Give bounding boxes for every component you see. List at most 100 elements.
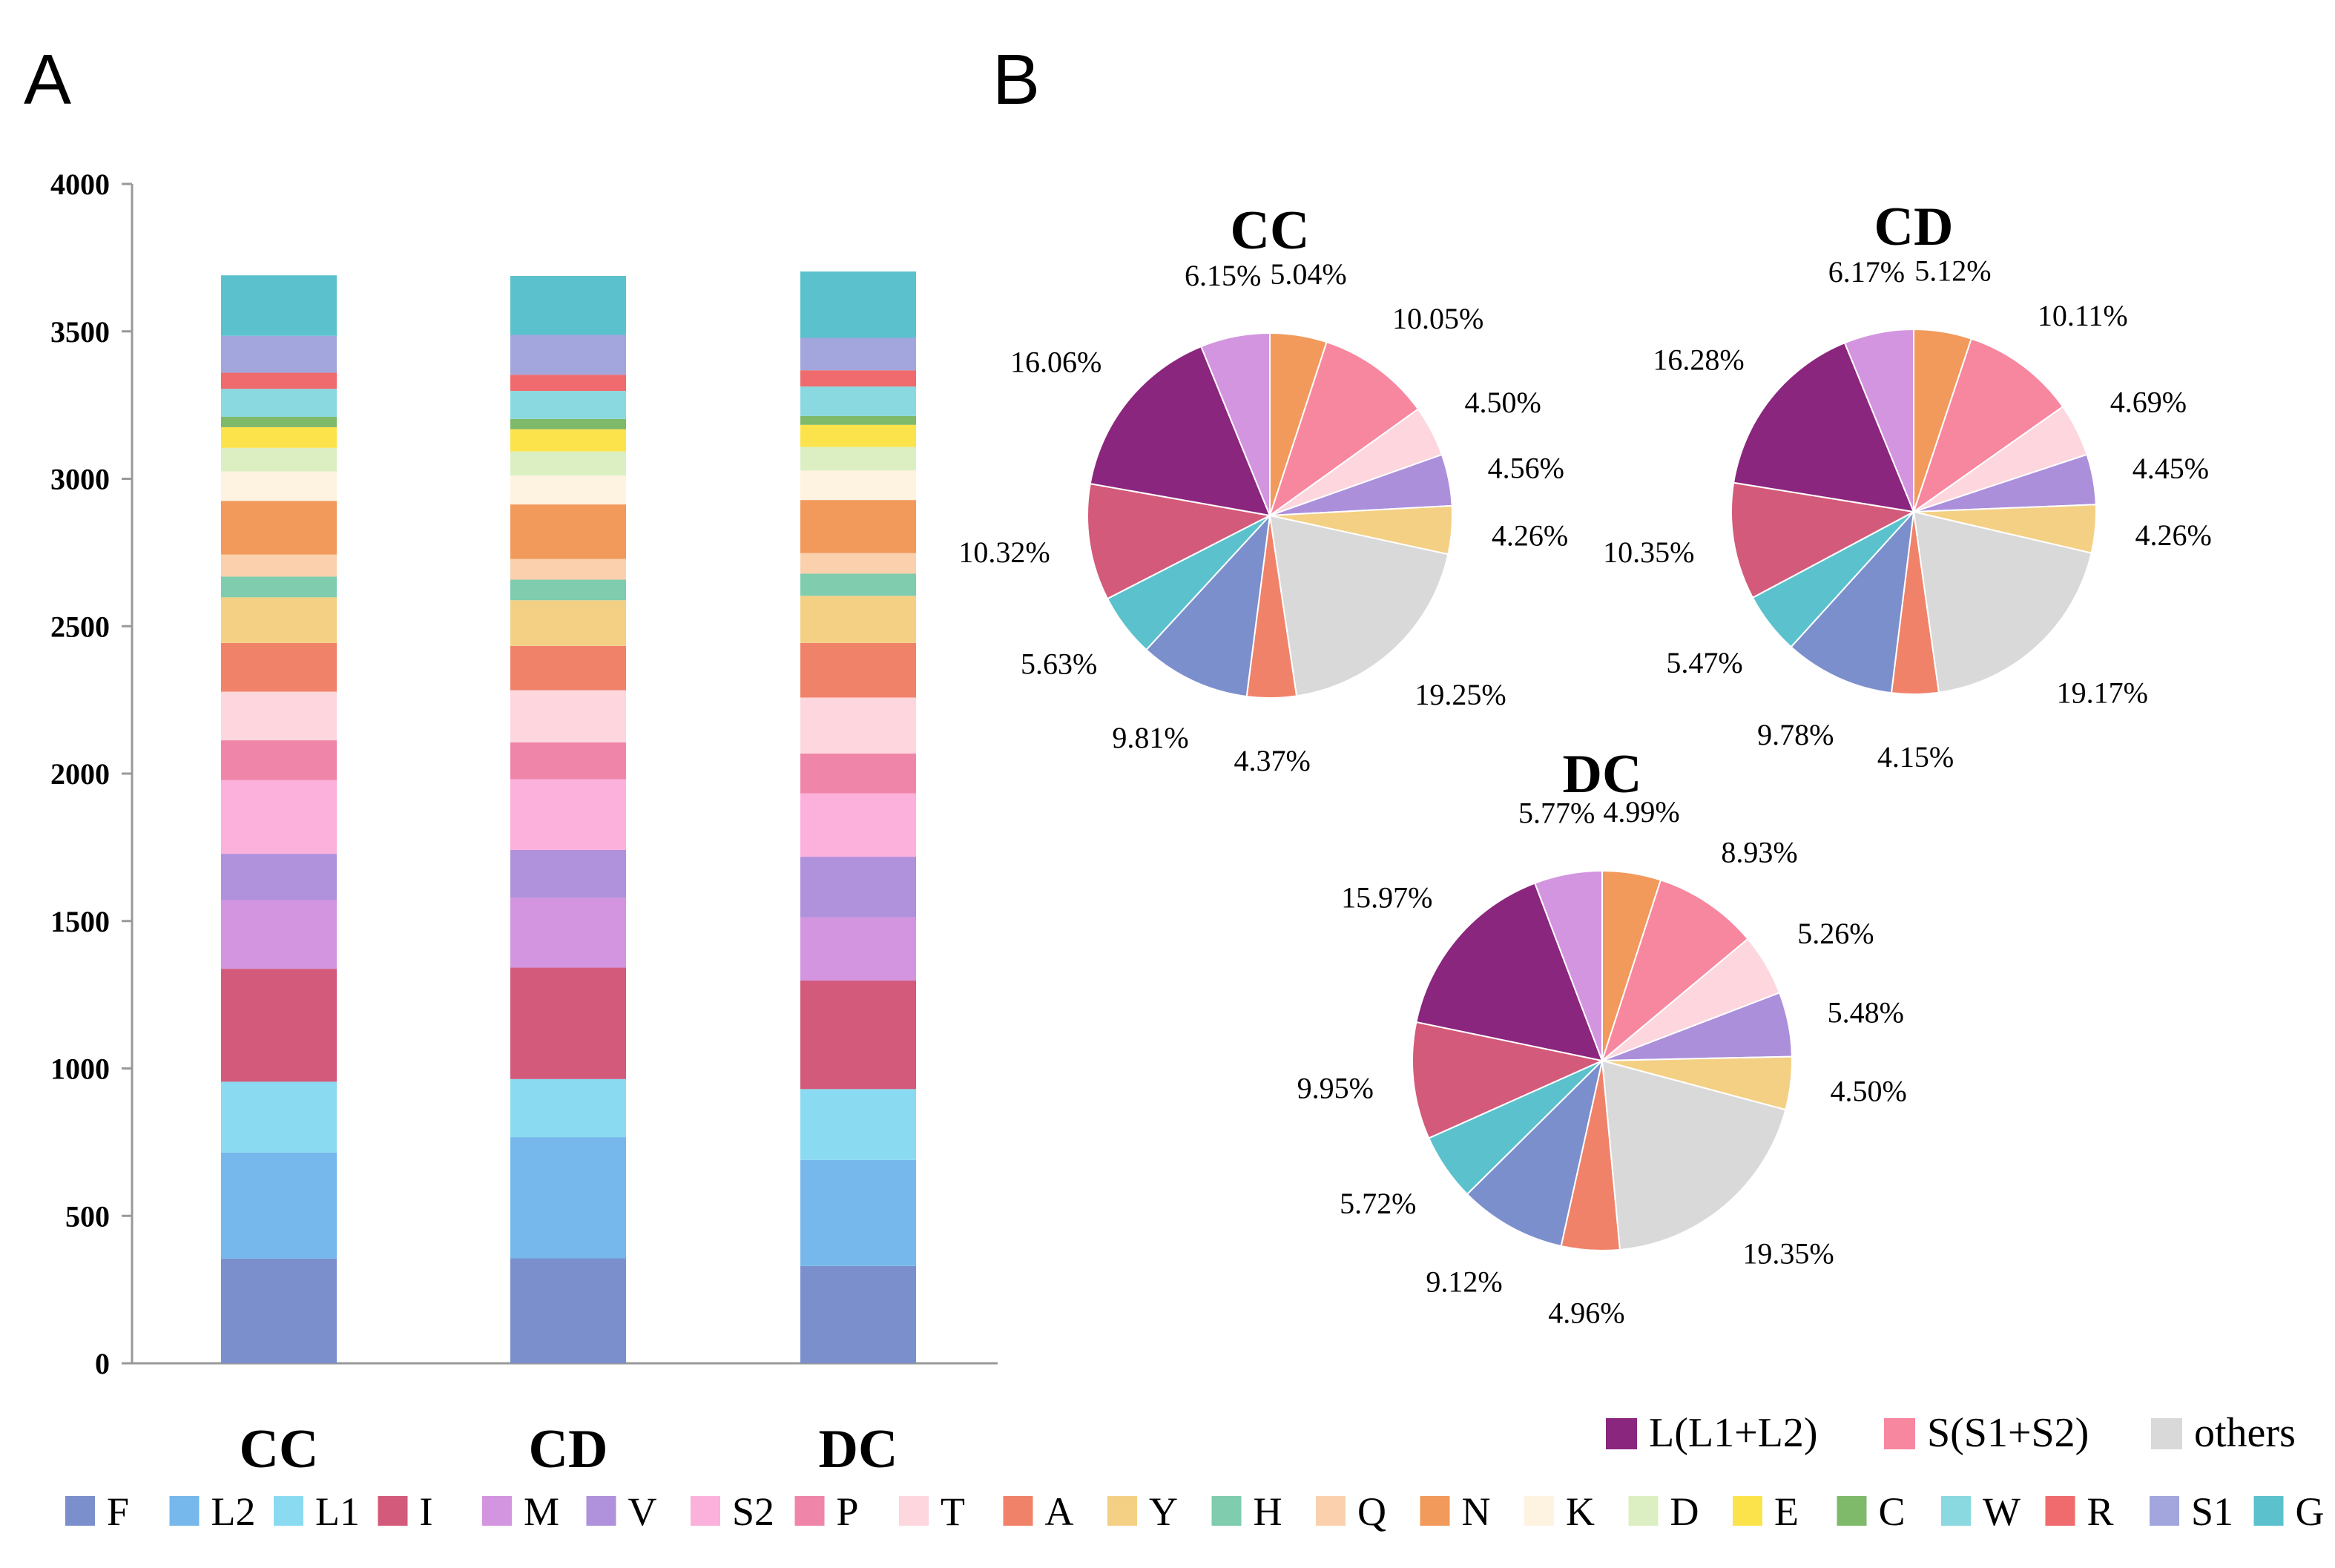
bar-segment-i [800,981,916,1090]
pie-title: DC [1563,744,1642,805]
pie-data-label: 4.37% [1234,744,1311,777]
bar-segment-w [800,386,916,416]
legend-swatch-c [1837,1496,1867,1526]
pie-data-label: 4.69% [2110,386,2187,419]
bar-segment-e [800,424,916,447]
y-tick-label: 1500 [50,905,110,938]
pie-data-label: 16.06% [1010,346,1101,379]
legend-label: S2 [732,1489,774,1534]
bar-segment-q [221,554,337,577]
legend-label: F [107,1489,129,1534]
pie-legend-swatch [2151,1418,2182,1449]
pie-data-label: 4.96% [1548,1296,1624,1329]
pie-data-label: 8.93% [1721,835,1797,869]
bar-segment-h [510,579,626,601]
bar-segment-g [800,271,916,338]
legend-swatch-r [2045,1496,2075,1526]
bar-segment-t [800,697,916,754]
bar-segment-p [221,740,337,780]
legend-swatch-g [2253,1496,2284,1526]
legend-label: Y [1149,1489,1178,1534]
bar-segment-r [510,375,626,392]
bar-segment-r [221,372,337,389]
bar-segment-l1 [221,1081,337,1153]
y-tick-label: 500 [65,1199,110,1233]
panel-label-b: B [992,40,1040,119]
legend-label: I [420,1489,433,1534]
pie-data-label: 10.11% [2038,299,2128,332]
pie-slice-m [1843,328,1914,513]
bar-segment-w [221,389,337,418]
bar-segment-v [221,854,337,900]
bar-segment-s1 [800,337,916,371]
category-label: DC [819,1419,898,1480]
legend-label: M [524,1489,559,1534]
legend-swatch-k [1524,1496,1554,1526]
legend-label: Q [1357,1489,1386,1534]
legend-label: H [1254,1489,1282,1534]
bar-segment-s1 [221,335,337,373]
pie-data-label: 9.12% [1426,1265,1502,1299]
pie-data-label: 5.47% [1666,646,1742,679]
pie-slice-f [1145,513,1271,698]
bar-segment-n [510,504,626,559]
pie-data-label: 6.15% [1185,259,1261,292]
pie-data-label: 5.12% [1914,254,1991,287]
legend-swatch-q [1316,1496,1346,1526]
bar-segment-k [510,475,626,505]
bar-segment-g [510,276,626,335]
pie-charts: CC5.04% 10.05% 4.50% 4.56% 4.26% 19.25% 4.37% 9… [958,197,2212,1329]
legend-label: P [837,1489,859,1534]
pie-legend-label: others [2194,1410,2296,1456]
bar-stack-dc [800,271,916,1363]
bar-segment-r [800,370,916,387]
legend-swatch-f [65,1496,95,1526]
pie-data-label: 19.25% [1414,678,1506,711]
bar-segment-d [510,451,626,476]
category-label: CD [529,1419,608,1480]
pie-cc: CC5.04% 10.05% 4.50% 4.56% 4.26% 19.25% 4.37% 9… [958,200,1568,777]
pie-data-label: 5.48% [1828,996,1904,1030]
pie-slice-others [1912,510,2092,694]
pie-data-label: 4.50% [1831,1075,1907,1108]
bar-stacks [221,271,916,1363]
pie-data-label: 19.35% [1742,1237,1834,1271]
pie-slice-i [1087,482,1273,600]
legend-label: K [1566,1489,1595,1534]
bar-segment-m [800,917,916,981]
pie-data-label: 4.99% [1603,795,1679,829]
bar-segment-f [510,1258,626,1363]
bar-segment-d [221,447,337,472]
legend-label: W [1983,1489,2021,1534]
pie-slice-others [1601,1059,1787,1251]
bar-segment-c [510,418,626,429]
bar-segment-n [800,500,916,553]
bar-segment-v [510,849,626,898]
bar-stack-cc [221,275,337,1363]
bar-segment-y [510,600,626,646]
pie-slice-f [1790,509,1915,694]
bar-segment-m [510,897,626,968]
pie-slice-s [1600,879,1749,1063]
bar-segment-e [510,429,626,452]
pie-data-label: 9.95% [1297,1072,1374,1105]
bar-segment-i [221,969,337,1082]
bar-segment-c [221,417,337,427]
bar-segment-h [800,573,916,596]
legend-swatch-d [1628,1496,1659,1526]
pie-data-label: 5.04% [1270,257,1346,291]
legend-swatch-t [899,1496,929,1526]
y-tick-label: 4000 [50,168,110,201]
legend-swatch-h [1211,1496,1242,1526]
pie-slice-l [1733,341,1915,513]
bar-segment-a [221,642,337,692]
legend-label: R [2087,1489,2114,1534]
bar-segment-s1 [510,335,626,375]
legend-swatch-l2 [169,1496,200,1526]
pie-slice-s [1268,340,1420,518]
pie-slice-m [1199,332,1271,516]
pie-data-label: 19.17% [2057,676,2148,710]
bar-segment-g [221,275,337,336]
bar-segment-t [221,691,337,741]
